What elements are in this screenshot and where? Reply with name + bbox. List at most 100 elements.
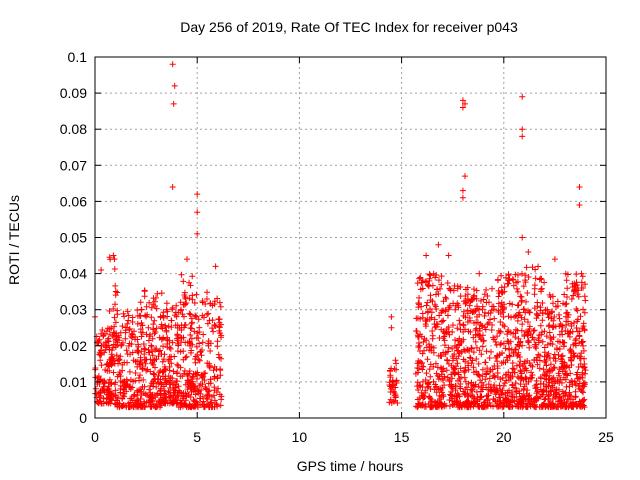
data-point-marker [129, 349, 136, 356]
data-point-marker [514, 373, 521, 380]
data-point-marker [486, 355, 493, 362]
data-point-marker [174, 361, 181, 368]
data-point-marker [523, 403, 530, 410]
data-point-marker [150, 370, 157, 377]
data-point-marker [125, 400, 132, 407]
data-point-marker [141, 357, 148, 364]
data-point-marker [535, 339, 542, 346]
data-point-marker [181, 367, 188, 374]
data-point-marker [103, 399, 110, 406]
data-point-marker [540, 366, 547, 373]
data-point-marker [504, 392, 511, 399]
data-point-marker [164, 308, 171, 315]
data-point-marker [517, 293, 524, 300]
data-point-marker [181, 289, 188, 296]
data-point-marker [148, 304, 155, 311]
data-point-marker [153, 325, 160, 332]
data-point-marker [386, 381, 393, 388]
data-point-marker [161, 387, 168, 394]
data-point-marker [445, 344, 452, 351]
data-point-marker [542, 403, 549, 410]
data-point-marker [164, 336, 171, 343]
data-point-marker [423, 370, 430, 377]
data-point-marker [521, 316, 528, 323]
data-point-marker [418, 333, 425, 340]
data-point-marker [524, 290, 531, 297]
data-point-marker [581, 379, 588, 386]
data-point-marker [449, 322, 456, 329]
data-point-marker [497, 310, 504, 317]
data-point-marker [500, 382, 507, 389]
data-point-marker [215, 316, 222, 323]
data-point-marker [581, 360, 588, 367]
data-point-marker [104, 337, 111, 344]
data-point-marker [98, 330, 105, 337]
data-point-marker [178, 306, 185, 313]
y-tick-label: 0.09 [60, 85, 87, 101]
data-point-marker [517, 375, 524, 382]
data-point-marker [547, 388, 554, 395]
data-point-marker [192, 391, 199, 398]
data-point-marker [568, 296, 575, 303]
data-point-marker [422, 389, 429, 396]
data-point-marker [187, 331, 194, 338]
data-point-marker [479, 366, 486, 373]
data-point-marker [180, 278, 187, 285]
data-point-marker [506, 403, 513, 410]
data-point-marker [457, 293, 464, 300]
data-point-marker [489, 366, 496, 373]
data-point-marker [191, 299, 198, 306]
data-point-marker [501, 400, 508, 407]
data-point-marker [217, 303, 224, 310]
data-point-marker [432, 274, 439, 281]
data-point-marker [170, 398, 177, 405]
data-point-marker [494, 358, 501, 365]
data-point-marker [119, 367, 126, 374]
data-point-marker [141, 345, 148, 352]
data-point-marker [547, 340, 554, 347]
data-point-marker [475, 403, 482, 410]
data-point-marker [504, 328, 511, 335]
data-point-marker [496, 382, 503, 389]
data-point-marker [177, 364, 184, 371]
data-point-marker [139, 363, 146, 370]
data-point-marker [470, 349, 477, 356]
data-point-marker [500, 340, 507, 347]
data-point-marker [473, 325, 480, 332]
data-point-marker [186, 401, 193, 408]
data-point-marker [210, 328, 217, 335]
data-point-marker [419, 366, 426, 373]
data-point-marker [539, 300, 546, 307]
data-point-marker [512, 385, 519, 392]
data-point-marker [531, 282, 538, 289]
data-point-marker [467, 404, 474, 411]
data-point-marker [434, 372, 441, 379]
data-point-marker [184, 379, 191, 386]
data-point-marker [415, 387, 422, 394]
data-point-marker [143, 367, 150, 374]
data-point-marker [577, 313, 584, 320]
data-point-marker [521, 360, 528, 367]
data-point-marker [533, 354, 540, 361]
data-point-marker [444, 280, 451, 287]
data-point-marker [204, 360, 211, 367]
data-point-marker [539, 338, 546, 345]
data-point-marker [432, 399, 439, 406]
data-point-marker [522, 298, 529, 305]
data-point-marker [517, 381, 524, 388]
data-point-marker [96, 336, 103, 343]
data-point-marker [97, 389, 104, 396]
data-point-marker [524, 387, 531, 394]
data-point-marker [147, 331, 154, 338]
data-point-marker [205, 338, 212, 345]
data-point-marker [147, 402, 154, 409]
data-point-marker [207, 348, 214, 355]
data-point-marker [216, 354, 223, 361]
data-point-marker [418, 303, 425, 310]
data-point-marker [523, 264, 530, 271]
data-points [92, 61, 589, 411]
data-point-marker [120, 310, 127, 317]
data-point-marker [160, 334, 167, 341]
data-point-marker [213, 389, 220, 396]
data-point-marker [387, 383, 394, 390]
